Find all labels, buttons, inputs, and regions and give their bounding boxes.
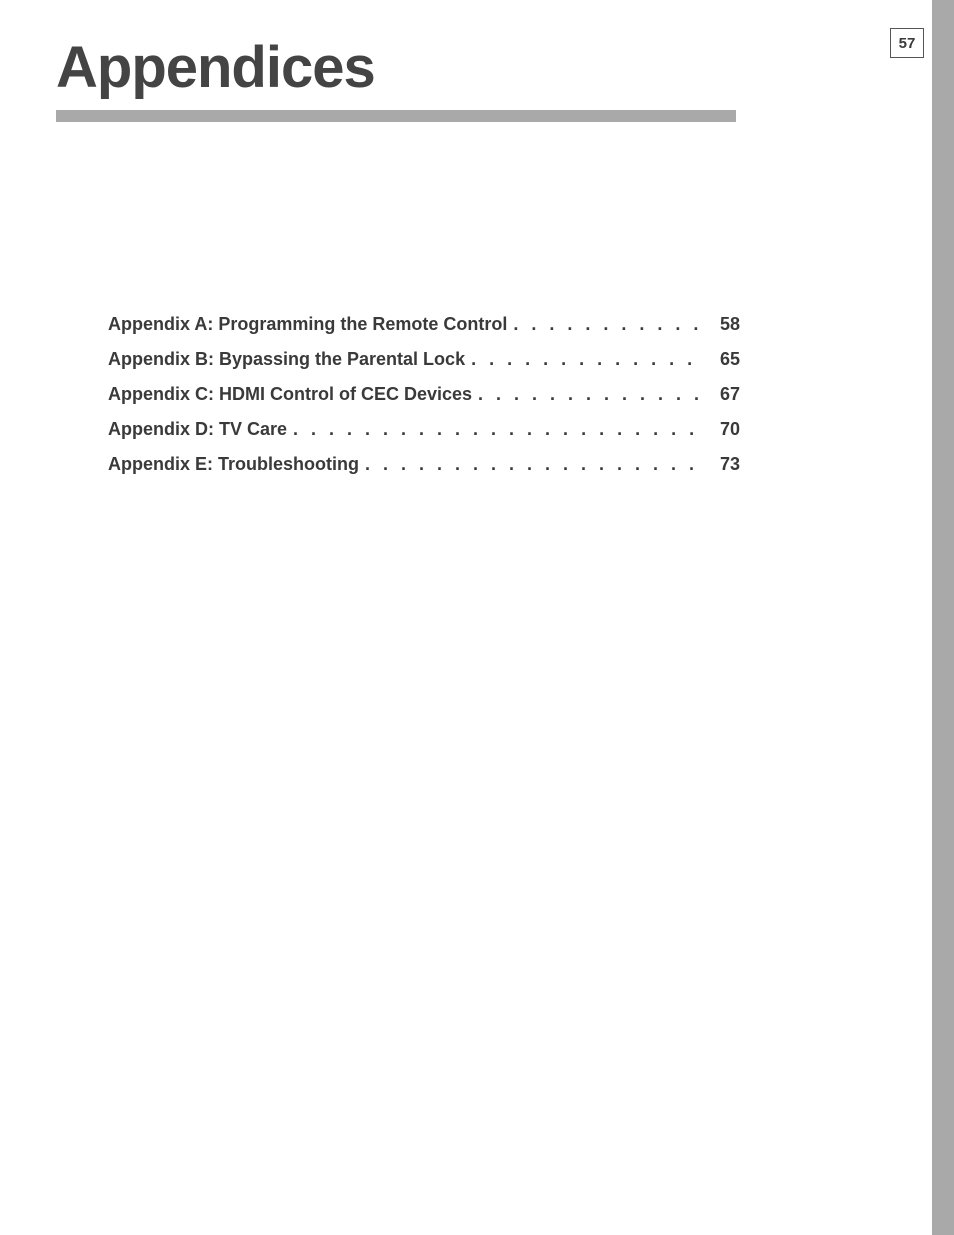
toc-entry: Appendix C: HDMI Control of CEC Devices … — [108, 384, 740, 405]
toc-label: Appendix A: Programming the Remote Contr… — [108, 314, 507, 335]
title-underline-bar — [56, 110, 736, 122]
side-gray-bar — [932, 0, 954, 1235]
table-of-contents: Appendix A: Programming the Remote Contr… — [108, 314, 740, 489]
toc-leader-dots — [513, 314, 706, 335]
page-number-box: 57 — [890, 28, 924, 58]
toc-entry: Appendix D: TV Care 70 — [108, 419, 740, 440]
toc-page-number: 58 — [712, 314, 740, 335]
toc-page-number: 73 — [712, 454, 740, 475]
page-number: 57 — [899, 35, 916, 52]
toc-entry: Appendix B: Bypassing the Parental Lock … — [108, 349, 740, 370]
page-title: Appendices — [56, 34, 375, 101]
toc-page-number: 65 — [712, 349, 740, 370]
toc-entry: Appendix E: Troubleshooting 73 — [108, 454, 740, 475]
toc-page-number: 67 — [712, 384, 740, 405]
toc-leader-dots — [478, 384, 706, 405]
toc-label: Appendix C: HDMI Control of CEC Devices — [108, 384, 472, 405]
toc-leader-dots — [365, 454, 706, 475]
toc-page-number: 70 — [712, 419, 740, 440]
toc-label: Appendix D: TV Care — [108, 419, 287, 440]
toc-leader-dots — [471, 349, 706, 370]
toc-entry: Appendix A: Programming the Remote Contr… — [108, 314, 740, 335]
toc-label: Appendix B: Bypassing the Parental Lock — [108, 349, 465, 370]
toc-leader-dots — [293, 419, 706, 440]
toc-label: Appendix E: Troubleshooting — [108, 454, 359, 475]
document-page: 57 Appendices Appendix A: Programming th… — [0, 0, 954, 1235]
